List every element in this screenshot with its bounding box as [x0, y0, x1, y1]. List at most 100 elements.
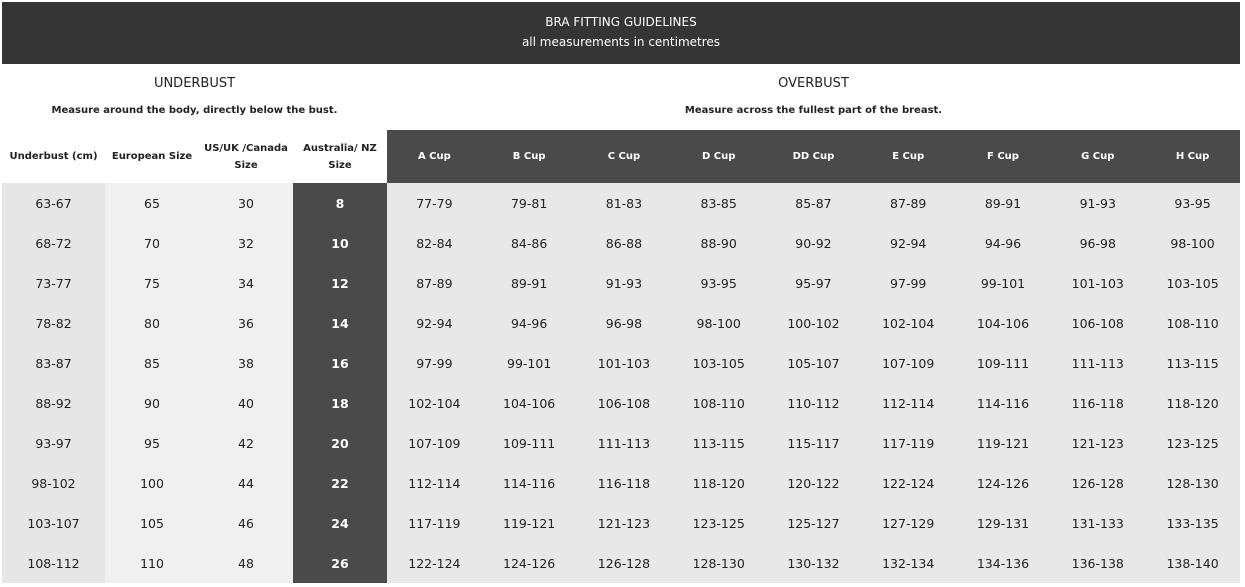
table-cell: 94-96: [955, 223, 1051, 263]
overbust-section: OVERBUST Measure across the fullest part…: [387, 64, 1240, 130]
table-cell: 78-82: [2, 303, 105, 343]
table-cell: 106-108: [1050, 303, 1146, 343]
table-cell: 97-99: [387, 343, 482, 383]
table-cell: 133-135: [1145, 503, 1240, 543]
table-cell: 102-104: [387, 383, 482, 423]
table-cell: 105-107: [766, 343, 861, 383]
table-cell: 121-123: [1050, 423, 1146, 463]
table-cell: 100: [105, 463, 199, 503]
table-cell: 128-130: [671, 543, 767, 583]
table-cell: 103-105: [671, 343, 767, 383]
banner-subtitle: all measurements in centimetres: [521, 35, 721, 49]
table-cell: 83-87: [2, 343, 105, 383]
table-cell: 116-118: [576, 463, 672, 503]
table-cell: 81-83: [576, 183, 672, 223]
table-cell: 115-117: [766, 423, 861, 463]
column-header: E Cup: [860, 130, 956, 183]
table-cell: 106-108: [576, 383, 672, 423]
table-cell: 22: [293, 463, 387, 503]
table-cell: 138-140: [1145, 543, 1240, 583]
table-cell: 98-102: [2, 463, 105, 503]
table-cell: 97-99: [860, 263, 956, 303]
size-table: Underbust (cm) European Size US/UK /Canada…: [2, 130, 1240, 583]
overbust-description: Measure across the fullest part of the b…: [684, 105, 943, 116]
table-cell: 48: [199, 543, 293, 583]
section-headings: UNDERBUST Measure around the body, direc…: [2, 64, 1240, 130]
table-cell: 114-116: [955, 383, 1051, 423]
table-cell: 103-107: [2, 503, 105, 543]
table-cell: 109-111: [955, 343, 1051, 383]
table-cell: 132-134: [860, 543, 956, 583]
table-cell: 20: [293, 423, 387, 463]
table-cell: 92-94: [387, 303, 482, 343]
table-cell: 114-116: [481, 463, 577, 503]
table-cell: 125-127: [766, 503, 861, 543]
table-cell: 101-103: [1050, 263, 1146, 303]
table-cell: 24: [293, 503, 387, 543]
table-row: 108-112 110 48 26 122-124 124-126 126-128 128-1…: [2, 543, 1240, 583]
table-cell: 101-103: [576, 343, 672, 383]
table-cell: 102-104: [860, 303, 956, 343]
table-cell: 92-94: [860, 223, 956, 263]
column-header: European Size: [111, 151, 193, 162]
table-cell: 95: [105, 423, 199, 463]
underbust-heading: UNDERBUST: [153, 76, 236, 91]
table-cell: 87-89: [860, 183, 956, 223]
table-cell: 118-120: [671, 463, 767, 503]
table-cell: 116-118: [1050, 383, 1146, 423]
table-cell: 126-128: [576, 543, 672, 583]
table-cell: 122-124: [860, 463, 956, 503]
column-header: A Cup: [387, 130, 482, 183]
column-header: DD Cup: [766, 130, 861, 183]
table-cell: 104-106: [955, 303, 1051, 343]
table-cell: 110-112: [766, 383, 861, 423]
table-cell: 68-72: [2, 223, 105, 263]
table-cell: 16: [293, 343, 387, 383]
table-cell: 44: [199, 463, 293, 503]
header-row: Underbust (cm) European Size US/UK /Canada…: [2, 130, 1240, 183]
table-cell: 93-97: [2, 423, 105, 463]
table-row: 83-87 85 38 16 97-99 99-101 101-103 103-105 105-…: [2, 343, 1240, 383]
table-cell: 117-119: [387, 503, 482, 543]
table-cell: 131-133: [1050, 503, 1146, 543]
table-cell: 121-123: [576, 503, 672, 543]
table-cell: 89-91: [481, 263, 577, 303]
table-cell: 26: [293, 543, 387, 583]
table-cell: 134-136: [955, 543, 1051, 583]
table-cell: 63-67: [2, 183, 105, 223]
table-cell: 75: [105, 263, 199, 303]
table-cell: 98-100: [1145, 223, 1240, 263]
column-header: B Cup: [481, 130, 577, 183]
banner-title: BRA FITTING GUIDELINES: [545, 15, 697, 29]
underbust-section: UNDERBUST Measure around the body, direc…: [2, 64, 387, 130]
table-cell: 79-81: [481, 183, 577, 223]
table-cell: 98-100: [671, 303, 767, 343]
table-cell: 14: [293, 303, 387, 343]
table-cell: 99-101: [481, 343, 577, 383]
table-cell: 88-90: [671, 223, 767, 263]
table-cell: 32: [199, 223, 293, 263]
table-cell: 90: [105, 383, 199, 423]
table-cell: 99-101: [955, 263, 1051, 303]
column-header: Australia/ NZ Size: [303, 142, 377, 171]
table-cell: 85: [105, 343, 199, 383]
table-cell: 123-125: [1145, 423, 1240, 463]
table-row: 98-102 100 44 22 112-114 114-116 116-118 118-12…: [2, 463, 1240, 503]
table-cell: 90-92: [766, 223, 861, 263]
table-cell: 110: [105, 543, 199, 583]
table-cell: 34: [199, 263, 293, 303]
table-cell: 46: [199, 503, 293, 543]
column-header: C Cup: [576, 130, 672, 183]
table-cell: 8: [293, 183, 387, 223]
column-header: Underbust (cm): [9, 151, 98, 162]
table-cell: 124-126: [481, 543, 577, 583]
table-cell: 118-120: [1145, 383, 1240, 423]
table-cell: 112-114: [860, 383, 956, 423]
table-cell: 104-106: [481, 383, 577, 423]
table-cell: 109-111: [481, 423, 577, 463]
table-cell: 70: [105, 223, 199, 263]
table-cell: 82-84: [387, 223, 482, 263]
underbust-description: Measure around the body, directly below …: [51, 105, 338, 116]
column-header: US/UK /Canada Size: [204, 142, 288, 171]
